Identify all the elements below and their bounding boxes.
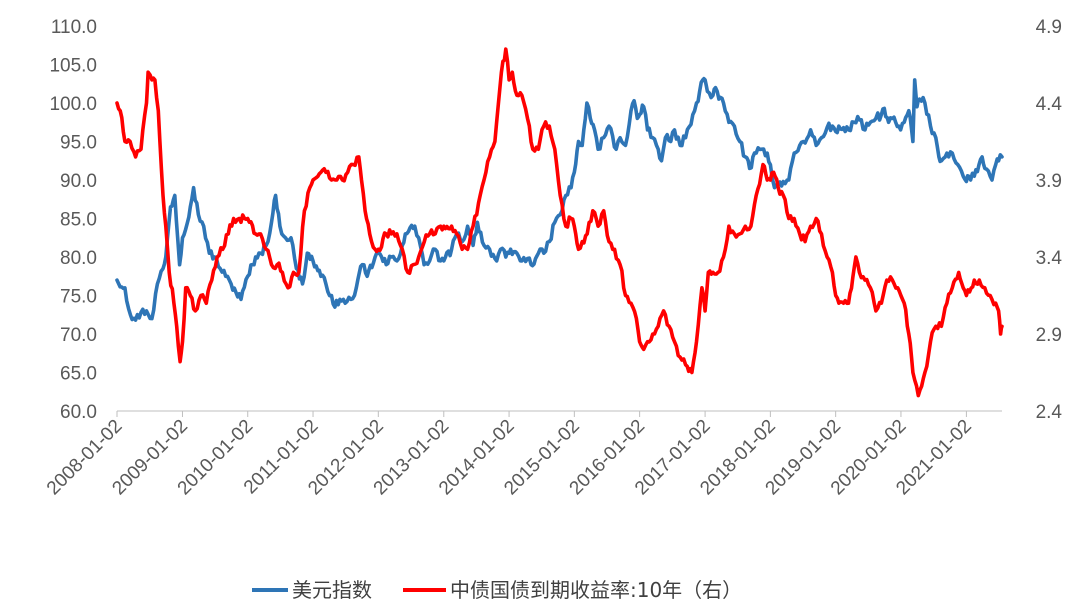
y-left-tick-label: 110.0 (51, 17, 97, 38)
legend-label-bond-yield: 中债国债到期收益率:10年（右） (450, 578, 742, 602)
series-lines (115, 47, 1004, 398)
y-left-tick-label: 105.0 (49, 56, 97, 77)
y-right-tick-label: 3.9 (1036, 171, 1062, 192)
y-axis-left: 60.0 65.0 70.0 75.0 80.0 85.0 90.0 95.0 100.0 105… (49, 17, 97, 423)
y-right-tick-label: 4.4 (1036, 94, 1063, 115)
legend: 美元指数 中债国债到期收益率:10年（右） (252, 578, 742, 602)
y-left-tick-label: 80.0 (60, 248, 97, 269)
y-left-tick-label: 65.0 (60, 364, 97, 385)
y-left-tick-label: 60.0 (60, 402, 97, 423)
legend-label-usd-index: 美元指数 (292, 578, 372, 602)
y-left-tick-label: 100.0 (49, 94, 97, 115)
y-left-tick-label: 75.0 (60, 287, 97, 308)
y-left-tick-label: 95.0 (60, 133, 97, 154)
y-right-tick-label: 3.4 (1036, 248, 1063, 269)
x-axis: 2008-01-022009-01-022010-01-022011-01-02… (43, 410, 1002, 499)
y-right-tick-label: 4.9 (1036, 17, 1062, 38)
series-line-bond-yield (115, 47, 1004, 398)
y-right-tick-label: 2.4 (1036, 402, 1063, 423)
y-right-tick-label: 2.9 (1036, 325, 1062, 346)
y-left-tick-label: 85.0 (60, 210, 97, 231)
y-axis-right: 2.4 2.9 3.4 3.9 4.4 4.9 (1036, 17, 1063, 423)
y-left-tick-label: 70.0 (60, 325, 97, 346)
y-left-tick-label: 90.0 (60, 171, 97, 192)
